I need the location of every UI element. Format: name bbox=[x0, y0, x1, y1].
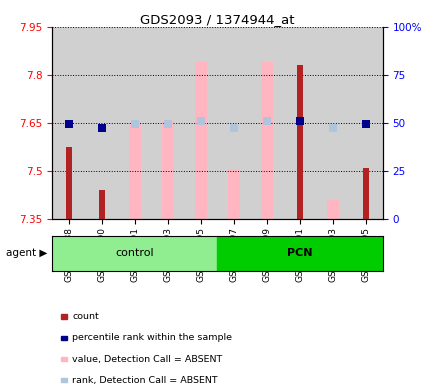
Text: rank, Detection Call = ABSENT: rank, Detection Call = ABSENT bbox=[72, 376, 217, 384]
Bar bbox=[227, 169, 240, 219]
Bar bbox=[85, 27, 118, 219]
Bar bbox=[283, 27, 316, 219]
Bar bbox=[296, 65, 302, 219]
Bar bbox=[349, 27, 382, 219]
Bar bbox=[326, 200, 339, 219]
Bar bbox=[217, 236, 382, 271]
Bar bbox=[118, 27, 151, 219]
Text: percentile rank within the sample: percentile rank within the sample bbox=[72, 333, 231, 343]
Bar bbox=[52, 236, 217, 271]
Bar bbox=[316, 27, 349, 219]
Text: control: control bbox=[115, 248, 154, 258]
Bar bbox=[66, 147, 72, 219]
Text: value, Detection Call = ABSENT: value, Detection Call = ABSENT bbox=[72, 354, 222, 364]
Text: agent ▶: agent ▶ bbox=[7, 248, 48, 258]
Bar bbox=[52, 27, 85, 219]
Title: GDS2093 / 1374944_at: GDS2093 / 1374944_at bbox=[140, 13, 294, 26]
Bar bbox=[217, 27, 250, 219]
Text: count: count bbox=[72, 312, 99, 321]
Bar bbox=[128, 123, 141, 219]
Bar bbox=[161, 121, 174, 219]
Text: PCN: PCN bbox=[287, 248, 312, 258]
Bar bbox=[250, 27, 283, 219]
Bar bbox=[194, 62, 207, 219]
Bar bbox=[99, 190, 105, 219]
Bar bbox=[362, 168, 368, 219]
Bar bbox=[184, 27, 217, 219]
Bar bbox=[260, 62, 273, 219]
Bar bbox=[151, 27, 184, 219]
